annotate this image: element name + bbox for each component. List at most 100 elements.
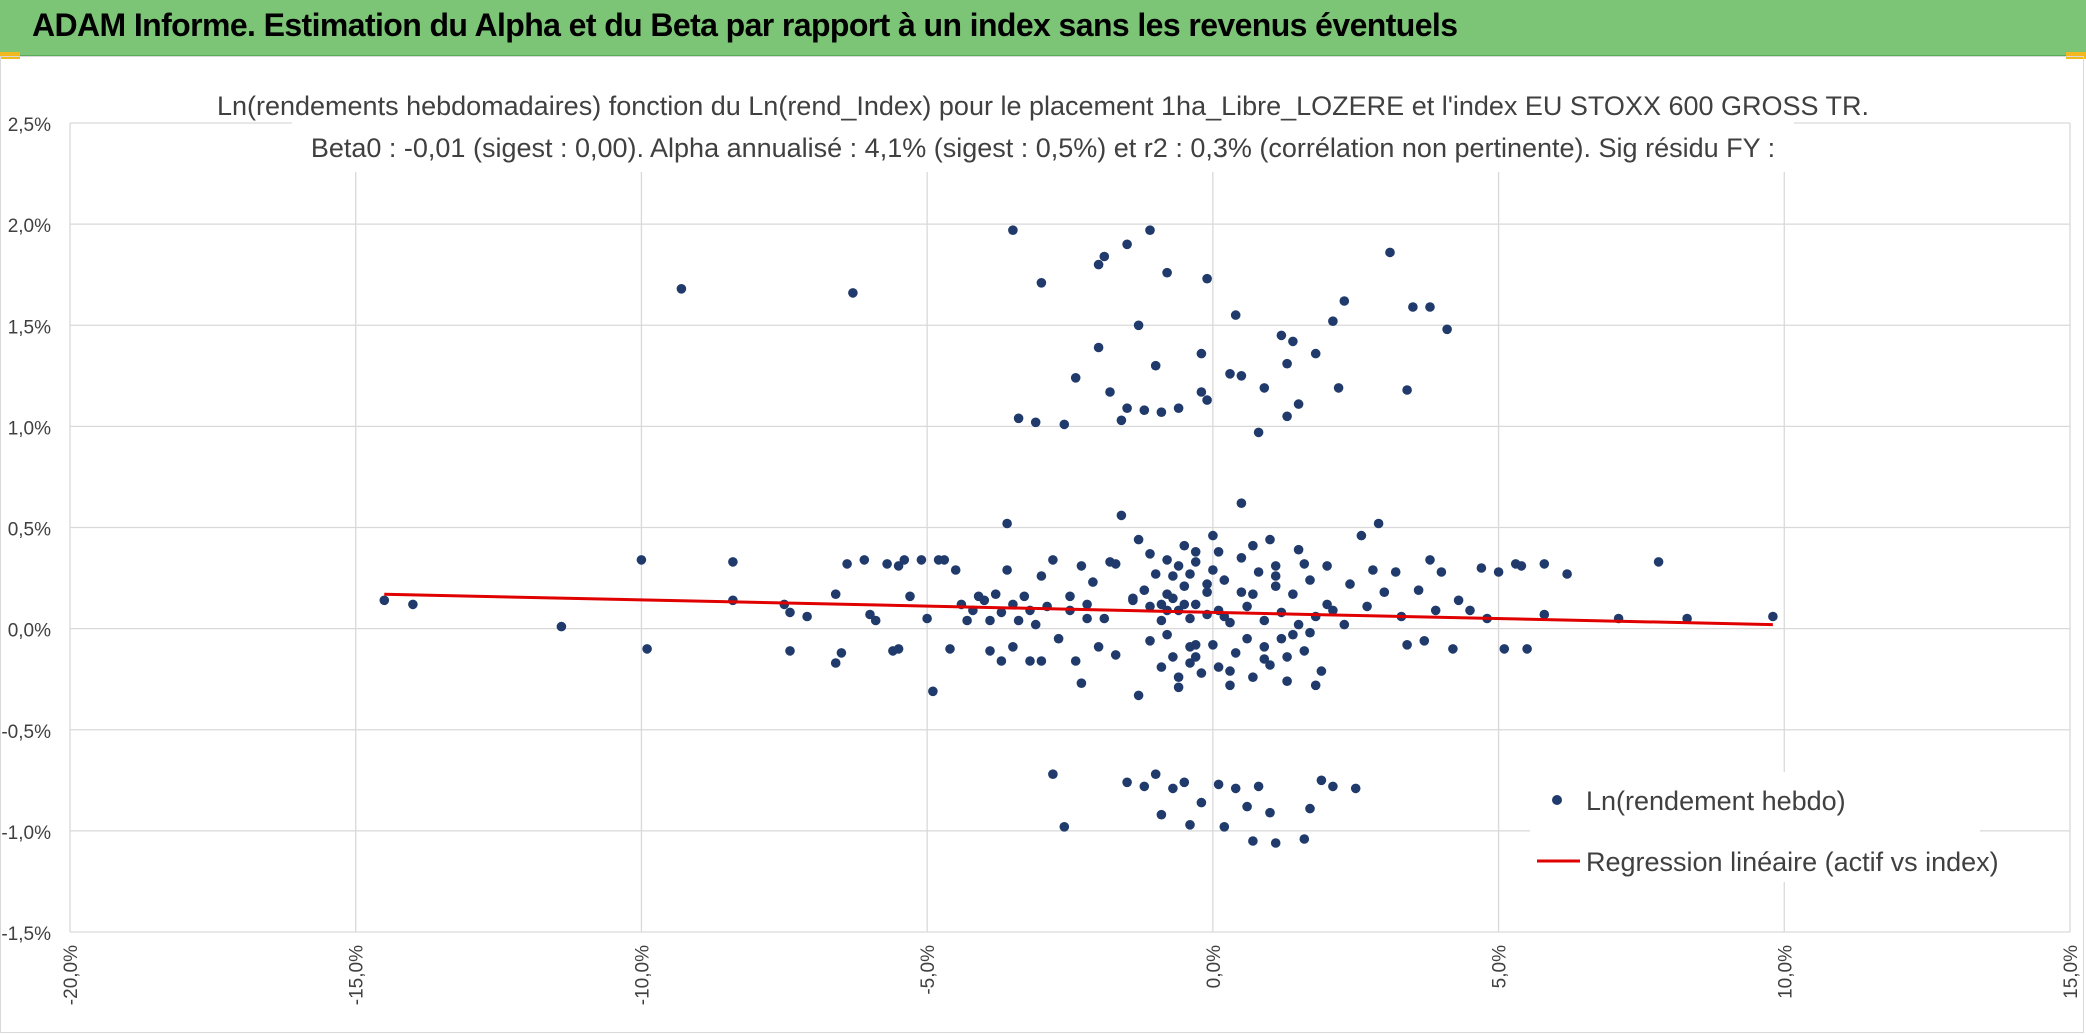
scatter-point	[1305, 803, 1315, 814]
scatter-point	[1025, 656, 1035, 666]
scatter-point	[1316, 775, 1327, 786]
y-tick-label: 1,5%	[8, 317, 51, 338]
scatter-point	[1185, 613, 1195, 624]
scatter-point	[1173, 561, 1184, 571]
scatter-point	[1328, 605, 1338, 616]
scatter-point	[1168, 593, 1178, 604]
scatter-point	[1122, 403, 1132, 414]
scatter-point	[1145, 636, 1155, 646]
scatter-point	[1270, 561, 1281, 571]
scatter-point	[1070, 373, 1081, 383]
scatter-point	[1116, 415, 1127, 426]
scatter-point	[1145, 549, 1155, 559]
scatter-point	[1230, 783, 1241, 794]
scatter-point	[1002, 565, 1012, 575]
scatter-point	[1413, 585, 1424, 595]
scatter-point	[1008, 642, 1018, 652]
scatter-point	[865, 609, 875, 620]
y-tick-label: 2,0%	[8, 216, 51, 237]
scatter-point	[1156, 662, 1167, 672]
scatter-point	[1156, 407, 1167, 418]
scatter-point	[1208, 565, 1218, 575]
scatter-point	[1053, 633, 1064, 644]
y-tick-label: -0,5%	[1, 722, 51, 743]
scatter-point	[1265, 534, 1275, 545]
y-tick-label: -1,5%	[1, 924, 51, 945]
scatter-point	[1110, 650, 1121, 660]
chart-frame	[0, 56, 2084, 1033]
scatter-point	[1419, 636, 1430, 646]
scatter-point	[1128, 593, 1138, 604]
scatter-point	[1070, 656, 1081, 666]
scatter-point	[1288, 589, 1298, 599]
scatter-point	[1282, 358, 1292, 369]
scatter-point	[1162, 267, 1172, 278]
scatter-point	[1253, 427, 1264, 438]
scatter-point	[1253, 567, 1264, 577]
scatter-point	[1265, 807, 1275, 818]
chart-title-line1: Ln(rendements hebdomadaires) fonction du…	[217, 91, 1869, 121]
y-tick-label: 0,0%	[8, 621, 51, 642]
scatter-point	[1225, 666, 1235, 676]
scatter-point	[1059, 419, 1070, 430]
y-tick-label: 2,5%	[8, 115, 51, 136]
scatter-point	[1002, 518, 1012, 529]
y-tick-label: -1,0%	[1, 823, 51, 844]
scatter-point	[990, 589, 1001, 599]
report-banner: ADAM Informe. Estimation du Alpha et du …	[0, 0, 2086, 56]
scatter-point	[1282, 411, 1292, 422]
scatter-point	[1065, 591, 1075, 602]
scatter-point	[1408, 302, 1418, 312]
scatter-point	[1768, 611, 1778, 622]
y-axis-tick-labels: 2,5% 2,0% 1,5% 1,0% 0,5% 0,0% -0,5% -1,0% -1,5%	[1, 115, 51, 945]
scatter-point	[1436, 567, 1447, 577]
scatter-points	[379, 225, 1778, 848]
scatter-point	[842, 559, 852, 569]
x-axis-tick-labels: -20,0% -15,0% -10,0% -5,0% 0,0% 5,0% 10,0% 15,0…	[61, 945, 2082, 1005]
scatter-point	[1242, 633, 1252, 644]
scatter-point	[556, 621, 567, 632]
scatter-point	[1082, 599, 1092, 610]
scatter-point	[1219, 822, 1230, 832]
x-tick-label: 0,0%	[1204, 945, 1225, 988]
scatter-point	[996, 607, 1007, 618]
scatter-point	[1202, 579, 1212, 589]
scatter-point	[1196, 668, 1207, 678]
scatter-point	[1213, 779, 1224, 790]
scatter-point	[1282, 652, 1292, 662]
scatter-point	[1196, 797, 1207, 808]
scatter-point	[848, 288, 858, 298]
scatter-point	[1236, 498, 1247, 509]
x-tick-label: -20,0%	[61, 945, 82, 1005]
scatter-point	[1310, 680, 1321, 691]
scatter-point	[939, 555, 950, 565]
corner-marker-top-right	[2066, 52, 2086, 59]
scatter-point	[1173, 682, 1184, 693]
scatter-point	[1139, 781, 1150, 792]
scatter-point	[836, 648, 847, 658]
scatter-point	[1179, 599, 1190, 610]
scatter-point	[1328, 781, 1338, 792]
scatter-point	[1202, 395, 1212, 405]
scatter-point	[1236, 371, 1247, 381]
legend-label-line: Regression linéaire (actif vs index)	[1586, 847, 1999, 877]
chart-title-line2: Beta0 : -0,01 (sigest : 0,00). Alpha ann…	[311, 133, 1775, 163]
scatter-point	[1048, 555, 1058, 565]
scatter-point	[1173, 672, 1184, 682]
scatter-point	[1230, 310, 1241, 320]
scatter-point	[1036, 278, 1047, 288]
scatter-point	[1122, 777, 1132, 788]
scatter-point	[1493, 567, 1504, 577]
scatter-point	[408, 599, 418, 610]
scatter-point	[1076, 678, 1087, 688]
scatter-point	[1270, 838, 1281, 848]
scatter-point	[1213, 662, 1224, 672]
scatter-point	[1425, 555, 1435, 565]
scatter-point	[1448, 644, 1458, 654]
scatter-point	[1105, 387, 1115, 397]
scatter-point	[1350, 783, 1361, 794]
corner-marker-top-left	[0, 52, 20, 59]
scatter-point	[1082, 613, 1092, 624]
scatter-point	[1442, 324, 1452, 335]
scatter-point	[1270, 571, 1281, 581]
